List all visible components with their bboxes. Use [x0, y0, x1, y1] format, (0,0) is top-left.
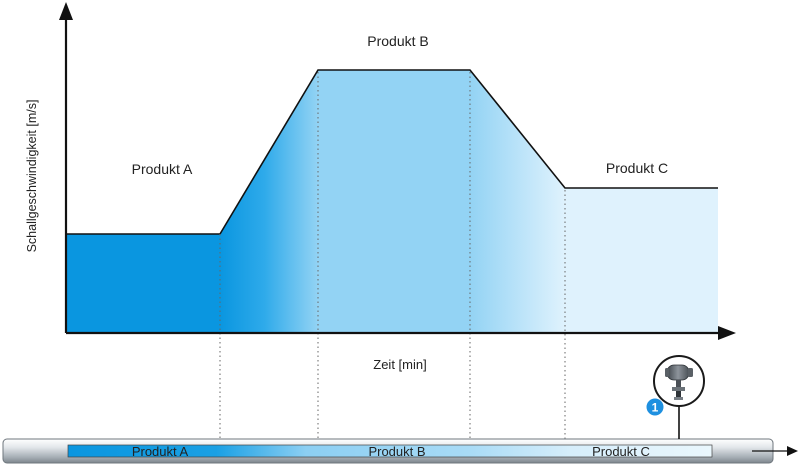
sensor-badge-number: 1 [652, 401, 659, 415]
sensor-badge [646, 398, 664, 416]
pipe-label-product-b: Produkt B [368, 444, 425, 459]
product-c-region [565, 188, 718, 333]
axes [59, 2, 736, 340]
x-axis-arrow [718, 326, 736, 340]
y-axis-label: Schallgeschwindigkeit [m/s] [25, 100, 39, 253]
fall-region [470, 70, 565, 333]
rise-region [220, 70, 318, 333]
label-product-b: Produkt B [367, 33, 428, 49]
pipe-fluid [67, 444, 713, 458]
sound-velocity-curve [66, 69, 718, 235]
pipe-label-product-a: Produkt A [132, 444, 189, 459]
pipe: Produkt A Produkt B Produkt C [2, 438, 798, 464]
pipe-label-product-c: Produkt C [592, 444, 650, 459]
x-axis-label: Zeit [min] [373, 357, 426, 372]
label-product-a: Produkt A [132, 161, 193, 177]
sensor: 1 [646, 355, 705, 439]
guide-lines [219, 72, 566, 440]
label-product-c: Produkt C [606, 160, 668, 176]
chart-area [66, 70, 718, 333]
ultrasonic-sensor-icon [665, 364, 693, 400]
product-b-region [318, 70, 470, 333]
product-a-region [66, 234, 220, 333]
y-axis-arrow [59, 2, 73, 20]
flow-arrow-icon [787, 446, 798, 456]
